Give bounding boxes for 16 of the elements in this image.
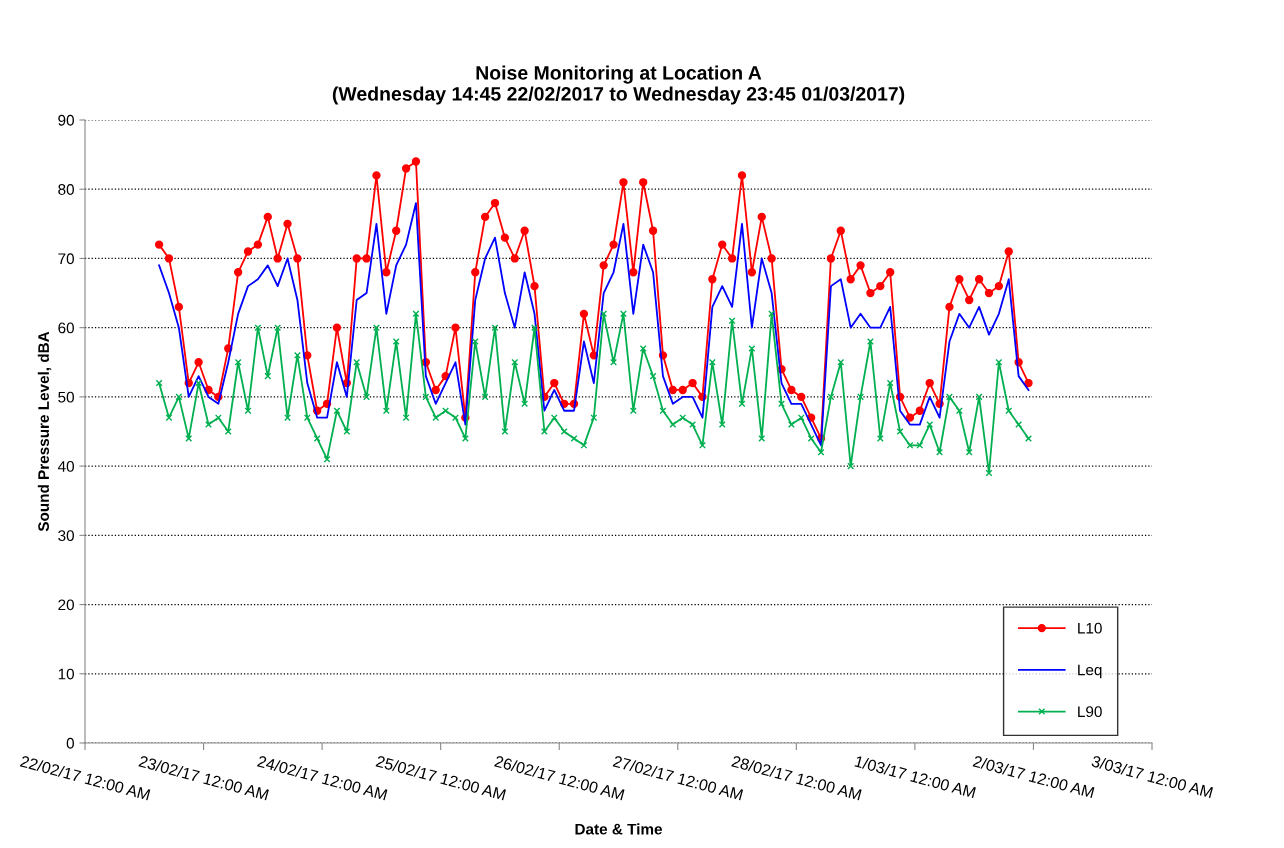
legend-label: Leq (1078, 664, 1102, 679)
y-tick-label: 0 (66, 737, 74, 749)
y-tick-label: 10 (58, 668, 74, 680)
y-axis-title: Sound Pressure Level, dBA (37, 331, 52, 532)
y-tick-label: 40 (57, 460, 74, 472)
y-tick-label: 60 (58, 322, 74, 334)
y-tick-label: 70 (58, 253, 74, 265)
legend-label: L10 (1078, 622, 1102, 634)
y-tick-label: 30 (58, 530, 74, 542)
y-tick-label: 50 (58, 391, 74, 403)
x-axis-title: Date & Time (575, 823, 662, 835)
y-tick-label: 80 (58, 184, 74, 195)
legend-label: L90 (1078, 706, 1102, 718)
y-tick-label: 20 (58, 599, 74, 611)
y-tick-label: 90 (58, 114, 74, 126)
chart-title: Noise Monitoring at Location A (Wednesday 14:45 22/02/2017 to Wednesday 23:45 01/03/2017) (332, 65, 905, 105)
